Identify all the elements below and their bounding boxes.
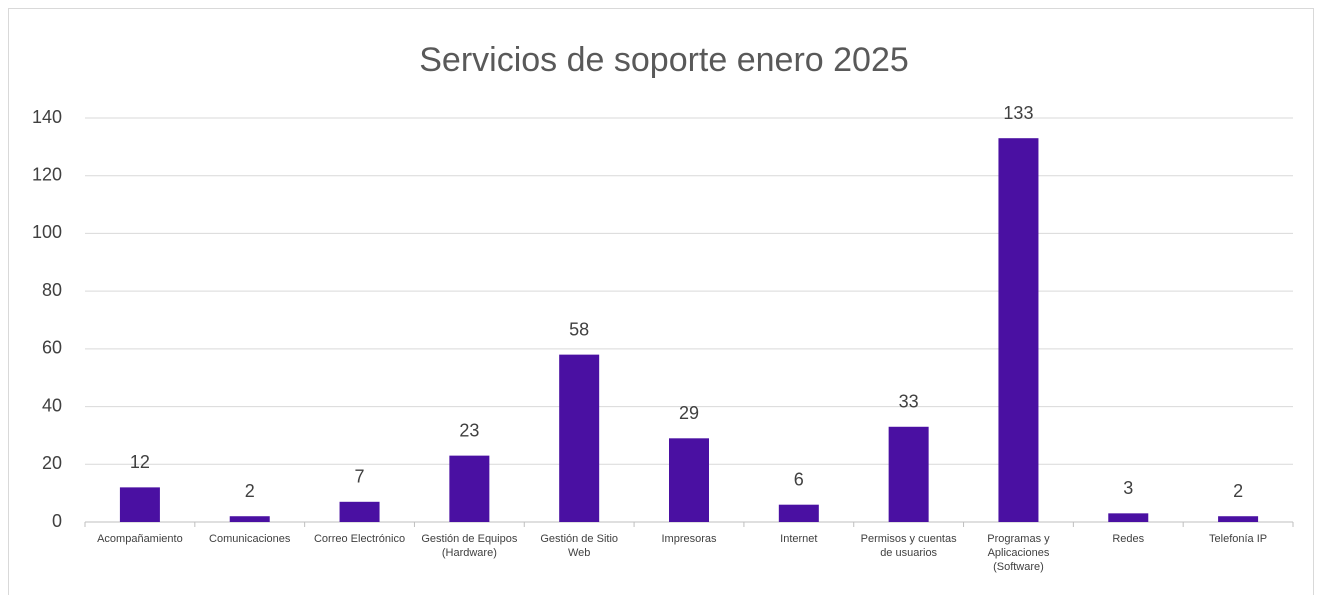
data-label: 7 — [355, 467, 365, 487]
x-tick-label: Gestión de Equipos (Hardware) — [421, 533, 518, 559]
data-label: 23 — [459, 420, 479, 440]
x-tick-label: Acompañamiento — [97, 533, 183, 545]
bar — [559, 354, 600, 522]
data-label: 2 — [1233, 481, 1243, 501]
y-tick-label: 100 — [32, 222, 62, 242]
bar — [1218, 516, 1259, 522]
bar — [229, 516, 270, 522]
x-tick-label: Gestión de Sitio Web — [540, 533, 618, 559]
x-tick-label: Programas y Aplicaciones (Software) — [987, 533, 1050, 573]
data-label: 133 — [1003, 103, 1033, 123]
data-label: 58 — [569, 319, 589, 339]
data-label: 2 — [245, 481, 255, 501]
x-tick-label: Redes — [1112, 533, 1145, 545]
chart-frame — [8, 8, 1314, 595]
bar — [119, 487, 160, 522]
data-label: 6 — [794, 469, 804, 489]
y-tick-label: 140 — [32, 107, 62, 127]
bar — [888, 426, 929, 522]
data-label: 3 — [1123, 478, 1133, 498]
x-tick-label: Comunicaciones — [209, 533, 291, 545]
bar — [778, 504, 819, 522]
y-tick-label: 80 — [42, 280, 62, 300]
y-tick-label: 120 — [32, 164, 62, 184]
x-tick-label: Internet — [780, 533, 818, 545]
x-tick-label: Telefonía IP — [1209, 533, 1268, 545]
y-tick-label: 40 — [42, 395, 62, 415]
data-label: 33 — [899, 392, 919, 412]
y-tick-label: 20 — [42, 453, 62, 473]
data-label: 12 — [130, 452, 150, 472]
x-tick-label: Impresoras — [661, 533, 717, 545]
chart-title: Servicios de soporte enero 2025 — [419, 41, 909, 79]
bar — [339, 501, 380, 522]
data-label: 29 — [679, 403, 699, 423]
x-tick-label: Permisos y cuentas de usuarios — [860, 533, 957, 559]
bar — [669, 438, 709, 522]
bar — [998, 138, 1039, 522]
x-tick-label: Correo Electrónico — [313, 533, 406, 545]
bar — [1108, 513, 1149, 522]
y-tick-label: 60 — [42, 338, 62, 358]
y-tick-label: 0 — [52, 511, 62, 531]
bar — [449, 455, 490, 522]
